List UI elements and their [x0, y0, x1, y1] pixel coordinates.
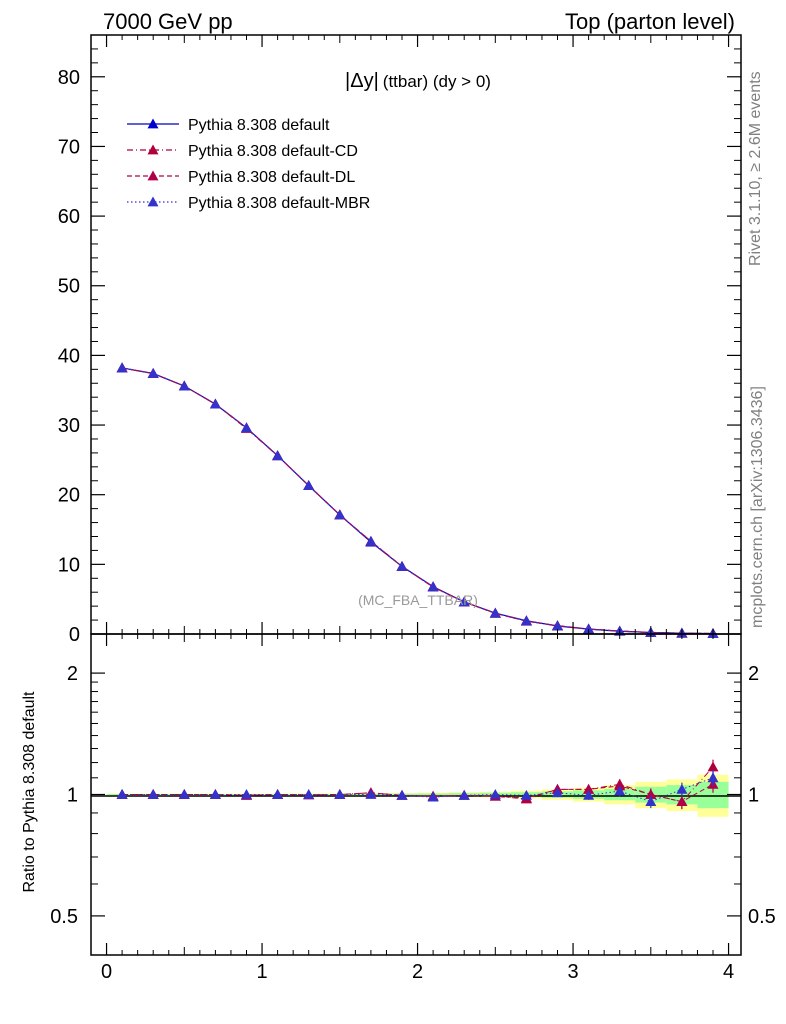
main-y-tick-label: 10 — [58, 554, 80, 576]
main-data-point — [583, 623, 595, 634]
legend-label: Pythia 8.308 default-DL — [188, 169, 355, 186]
ratio-data-point — [334, 789, 346, 799]
ratio-data-point — [583, 789, 595, 800]
mcplots-reference-label: mcplots.cern.ch [arXiv:1306.3436] — [749, 386, 766, 628]
main-data-point — [365, 535, 377, 546]
title-rest: (ttbar) (dy > 0) — [383, 72, 491, 91]
x-tick-label: 1 — [256, 961, 267, 983]
ratio-y-tick-label: 2 — [67, 663, 78, 685]
ratio-data-point — [147, 789, 159, 799]
main-data-point — [458, 596, 470, 607]
x-tick-label: 2 — [412, 961, 423, 983]
ratio-y-axis-label: Ratio to Pythia 8.308 default — [21, 691, 38, 893]
main-data-point — [116, 362, 128, 373]
header-process-label: Top (parton level) — [565, 9, 735, 34]
main-y-tick-label: 40 — [58, 345, 80, 367]
main-y-tick-label: 20 — [58, 485, 80, 507]
main-data-point — [272, 450, 284, 461]
main-y-tick-label: 30 — [58, 415, 80, 437]
ratio-data-point — [614, 785, 626, 796]
ratio-data-point — [645, 789, 657, 799]
ratio-data-point — [645, 796, 657, 807]
main-y-tick-label: 70 — [58, 136, 80, 158]
ratio-data-point — [614, 780, 626, 791]
x-tick-label: 0 — [101, 961, 112, 983]
title-symbol: |Δy| — [345, 70, 379, 92]
ratio-y-tick-label-right: 2 — [748, 663, 759, 685]
ratio-y-tick-label-right: 0.5 — [748, 906, 776, 928]
legend-label: Pythia 8.308 default — [188, 117, 330, 134]
ratio-data-point — [489, 789, 501, 799]
ratio-data-point — [241, 789, 253, 799]
ratio-data-point — [707, 772, 719, 783]
ratio-data-point — [707, 761, 719, 772]
legend-label: Pythia 8.308 default-MBR — [188, 195, 370, 212]
main-plot-panel: 0 10 20 30 40 50 60 70 80 (MC_FBA_TTBAR) |Δy| (tt… — [58, 34, 742, 646]
main-y-tick-label: 80 — [58, 67, 80, 89]
main-y-tick-label: 60 — [58, 206, 80, 228]
main-data-point — [147, 368, 159, 378]
rivet-version-label: Rivet 3.1.10, ≥ 2.6M events — [747, 71, 764, 266]
main-data-point — [178, 380, 190, 391]
ratio-data-point — [520, 789, 532, 800]
main-data-point — [303, 480, 315, 491]
ratio-data-point — [209, 789, 221, 799]
x-tick-label: 3 — [567, 961, 578, 983]
ratio-data-point — [552, 787, 564, 798]
legend-marker — [147, 196, 159, 207]
ratio-data-point — [458, 789, 470, 800]
ratio-data-point — [365, 789, 377, 799]
main-data-point — [552, 620, 564, 631]
main-data-point — [209, 398, 221, 409]
ratio-plot-panel: 0.5 0.5 1 1 2 2 0 1 2 3 4 Ratio to Pythia 8.308 d… — [21, 633, 776, 983]
ratio-y-tick-label-right: 1 — [748, 785, 759, 807]
main-plot-title: |Δy| (ttbar) (dy > 0) — [345, 70, 491, 92]
ratio-series-line — [122, 766, 714, 803]
ratio-data-point — [676, 796, 688, 807]
ratio-y-tick-label: 1 — [67, 785, 78, 807]
ratio-series-line — [122, 783, 714, 803]
main-data-point — [396, 560, 408, 571]
analysis-watermark: (MC_FBA_TTBAR) — [358, 592, 478, 608]
ratio-data-point — [178, 789, 190, 799]
main-data-point — [489, 607, 501, 618]
ratio-y-tick-label: 0.5 — [50, 906, 78, 928]
legend-marker — [147, 144, 159, 155]
main-data-point — [520, 615, 532, 626]
legend-marker — [147, 170, 159, 181]
main-y-tick-label: 50 — [58, 276, 80, 298]
legend-marker — [147, 118, 159, 129]
header-energy-label: 7000 GeV pp — [103, 9, 233, 34]
main-data-point — [427, 581, 439, 592]
ratio-data-point — [396, 789, 408, 800]
x-tick-label: 4 — [723, 961, 734, 983]
ratio-series-line — [122, 777, 714, 803]
ratio-data-point — [583, 783, 595, 794]
ratio-data-point — [676, 783, 688, 794]
ratio-data-point — [272, 789, 284, 799]
legend: Pythia 8.308 default Pythia 8.308 default… — [127, 117, 370, 212]
ratio-data-point — [427, 791, 439, 802]
main-y-tick-label: 0 — [69, 624, 80, 646]
legend-label: Pythia 8.308 default-CD — [188, 143, 358, 160]
main-data-point — [334, 509, 346, 520]
main-data-point — [241, 422, 253, 433]
ratio-data-point — [116, 789, 128, 799]
ratio-data-point — [303, 789, 315, 799]
